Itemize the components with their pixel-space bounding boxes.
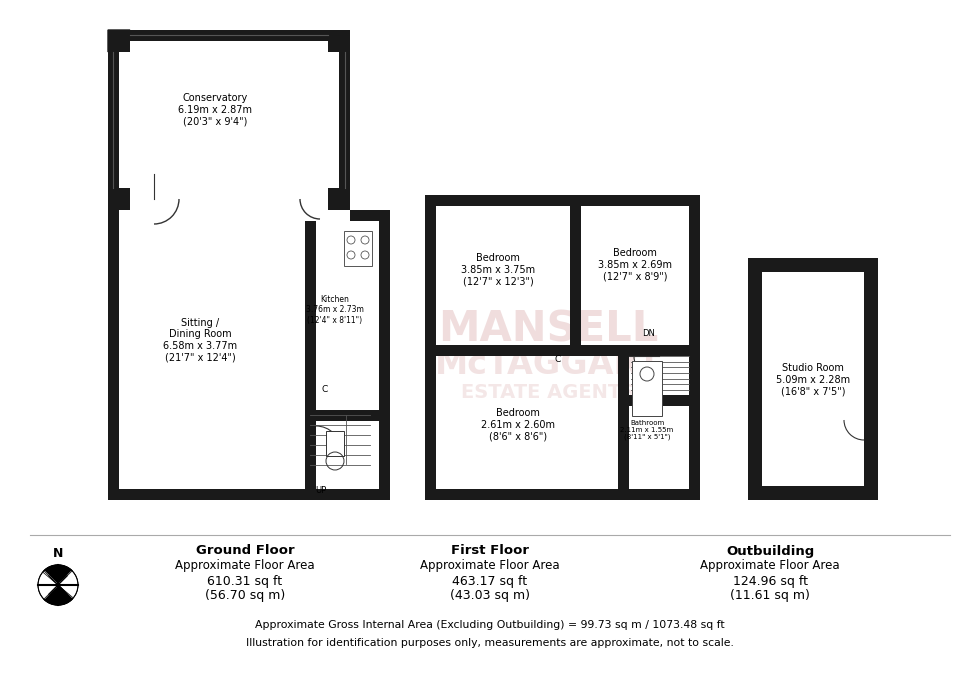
Text: Bathroom
2.11m x 1.55m
(8'11" x 5'1"): Bathroom 2.11m x 1.55m (8'11" x 5'1") — [620, 420, 673, 440]
Bar — [379, 210, 390, 500]
Bar — [618, 345, 629, 500]
Text: Approximate Floor Area: Approximate Floor Area — [420, 559, 560, 573]
Text: 463.17 sq ft: 463.17 sq ft — [453, 575, 527, 587]
Bar — [305, 410, 390, 421]
Text: C: C — [321, 386, 328, 395]
Bar — [864, 258, 878, 500]
Bar — [326, 431, 344, 456]
Bar — [748, 258, 762, 500]
Text: Approximate Gross Internal Area (Excluding Outbuilding) = 99.73 sq m / 1073.48 s: Approximate Gross Internal Area (Excludi… — [255, 620, 725, 630]
Text: (11.61 sq m): (11.61 sq m) — [730, 589, 809, 601]
Text: (56.70 sq m): (56.70 sq m) — [205, 589, 285, 601]
Text: McTAGGART: McTAGGART — [435, 349, 662, 382]
Bar — [425, 195, 436, 500]
Bar — [328, 30, 350, 52]
Text: MANSELL: MANSELL — [438, 309, 659, 351]
Polygon shape — [58, 571, 78, 599]
Text: Bedroom
3.85m x 3.75m
(12'7" x 12'3"): Bedroom 3.85m x 3.75m (12'7" x 12'3") — [461, 253, 535, 286]
Text: C: C — [555, 356, 562, 365]
Text: Bedroom
3.85m x 2.69m
(12'7" x 8'9"): Bedroom 3.85m x 2.69m (12'7" x 8'9") — [598, 248, 672, 281]
Bar — [425, 345, 700, 356]
Text: Approximate Floor Area: Approximate Floor Area — [175, 559, 315, 573]
Polygon shape — [38, 571, 58, 599]
Text: Illustration for identification purposes only, measurements are approximate, not: Illustration for identification purposes… — [246, 638, 734, 648]
Bar — [618, 395, 689, 406]
Bar — [425, 195, 700, 206]
Bar — [570, 345, 581, 356]
Bar — [108, 30, 119, 210]
Bar — [305, 221, 316, 489]
Text: Sitting /
Dining Room
6.58m x 3.77m
(21'7" x 12'4"): Sitting / Dining Room 6.58m x 3.77m (21'… — [163, 318, 237, 363]
Text: Kitchen
3.76m x 2.73m
(12'4" x 8'11"): Kitchen 3.76m x 2.73m (12'4" x 8'11") — [306, 295, 364, 325]
Text: Approximate Floor Area: Approximate Floor Area — [700, 559, 840, 573]
Polygon shape — [44, 565, 73, 585]
Bar — [748, 258, 878, 272]
Bar — [108, 30, 130, 52]
Bar — [339, 30, 350, 210]
Bar — [570, 195, 581, 356]
Text: Outbuilding: Outbuilding — [726, 545, 814, 557]
Text: First Floor: First Floor — [451, 545, 529, 557]
Bar — [632, 361, 662, 416]
Bar — [748, 486, 878, 500]
Bar — [350, 210, 390, 221]
Text: 610.31 sq ft: 610.31 sq ft — [208, 575, 282, 587]
Bar — [316, 410, 376, 421]
Text: ESTATE AGENTS: ESTATE AGENTS — [461, 384, 635, 402]
Bar — [108, 188, 130, 210]
Text: Studio Room
5.09m x 2.28m
(16'8" x 7'5"): Studio Room 5.09m x 2.28m (16'8" x 7'5") — [776, 363, 850, 397]
Text: N: N — [53, 547, 63, 560]
Text: Ground Floor: Ground Floor — [196, 545, 294, 557]
Bar — [425, 489, 700, 500]
Bar — [108, 489, 390, 500]
Bar — [328, 188, 350, 210]
Text: 124.96 sq ft: 124.96 sq ft — [732, 575, 808, 587]
Bar — [689, 195, 700, 500]
Bar — [344, 231, 372, 266]
Text: DN: DN — [642, 328, 655, 337]
Bar — [108, 30, 350, 41]
Text: Conservatory
6.19m x 2.87m
(20'3" x 9'4"): Conservatory 6.19m x 2.87m (20'3" x 9'4"… — [178, 93, 252, 127]
Text: (43.03 sq m): (43.03 sq m) — [450, 589, 530, 601]
Polygon shape — [44, 585, 73, 605]
Bar — [108, 210, 119, 500]
Text: Bedroom
2.61m x 2.60m
(8'6" x 8'6"): Bedroom 2.61m x 2.60m (8'6" x 8'6") — [481, 408, 555, 442]
Text: UP: UP — [315, 486, 326, 495]
Polygon shape — [108, 30, 130, 52]
